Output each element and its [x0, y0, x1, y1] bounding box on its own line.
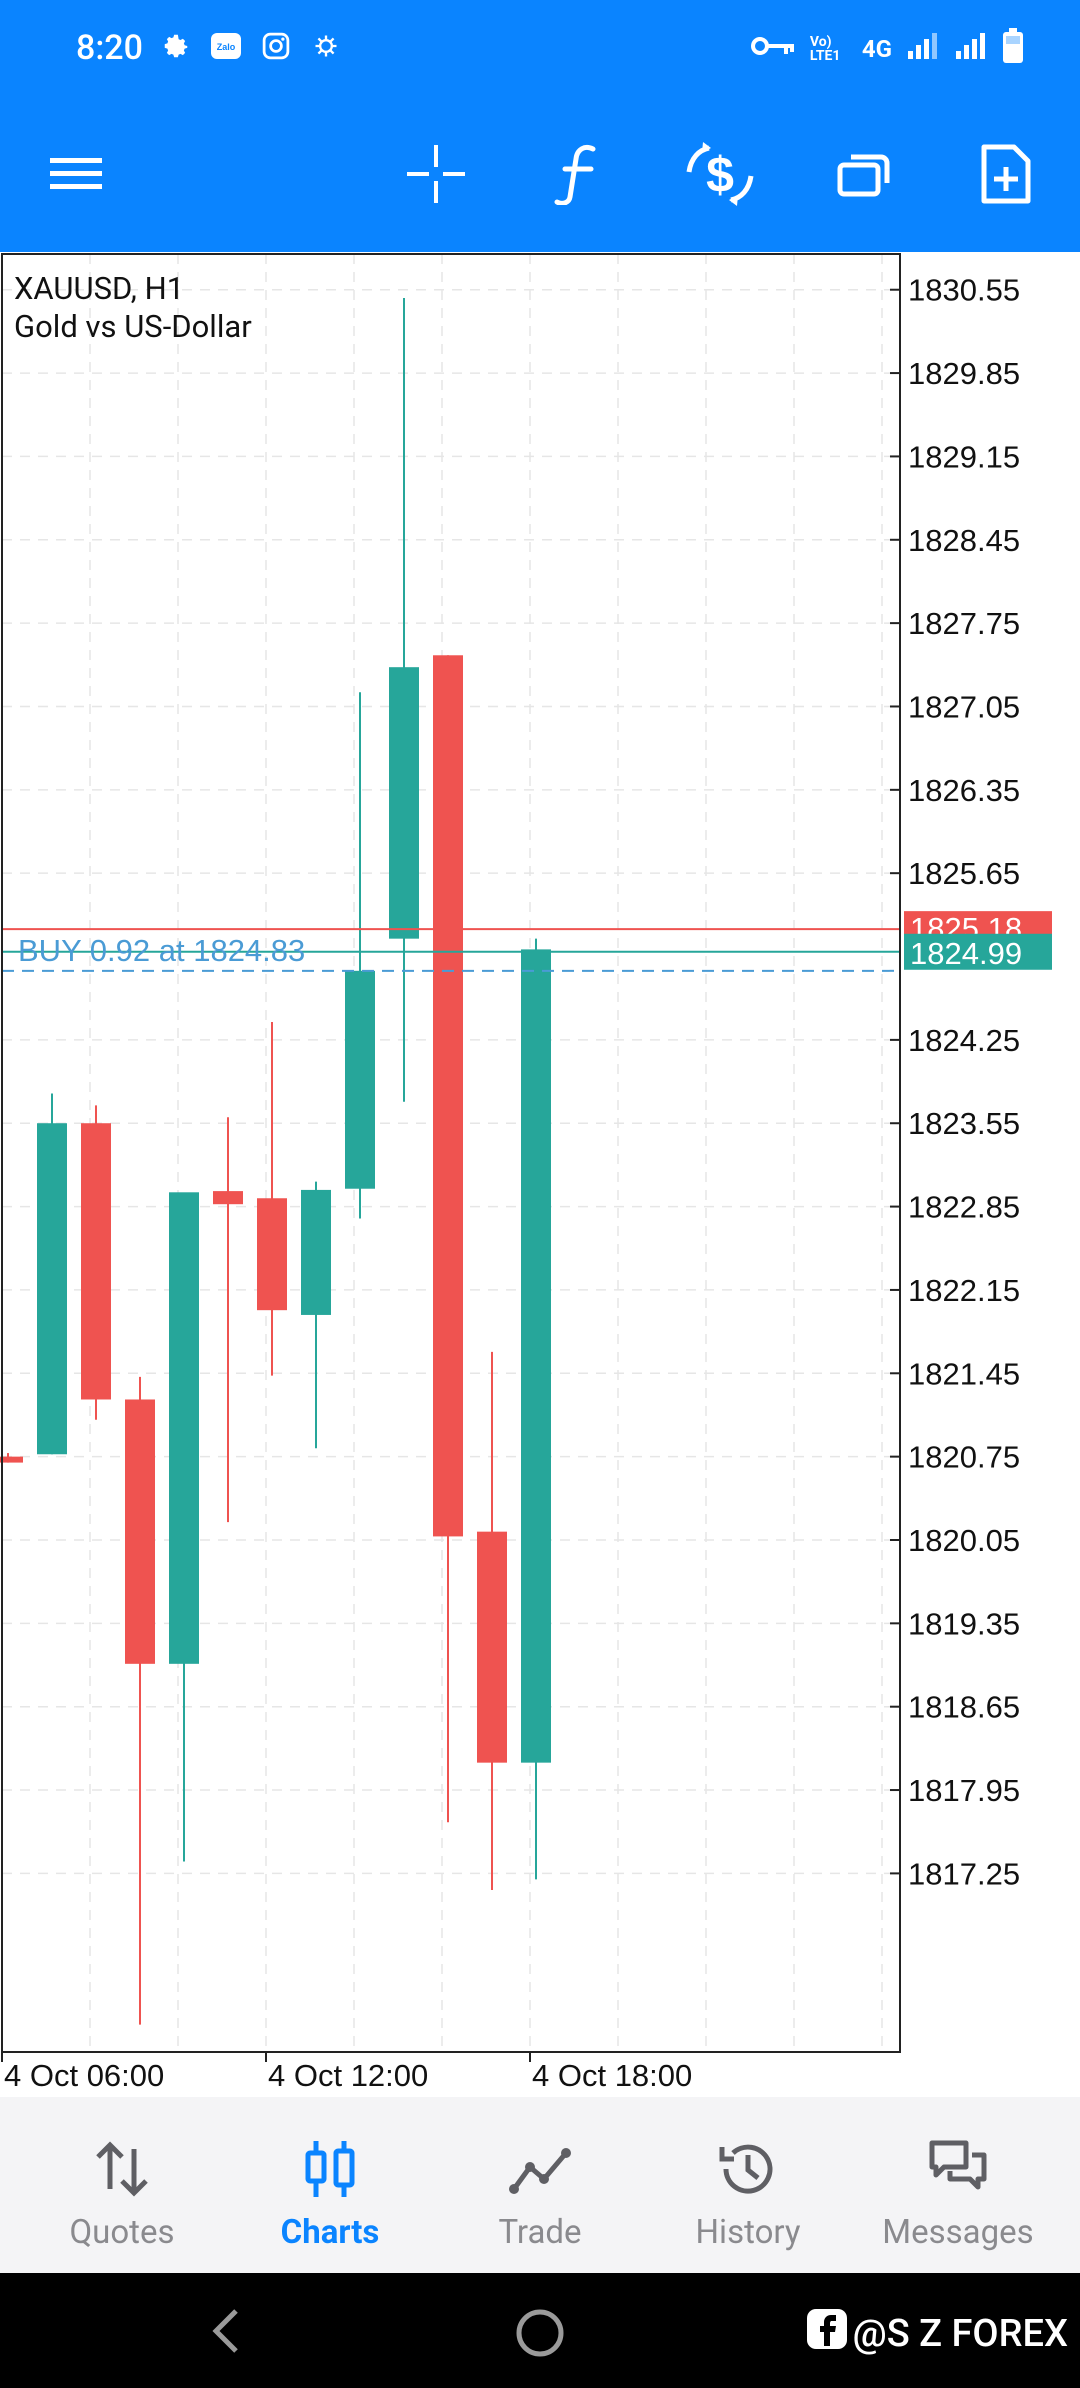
y-tick-label: 1826.35 — [908, 773, 1020, 808]
candle-body — [37, 1123, 67, 1455]
status-bar: 8:20 Zalo Vo) LTE1 4G — [0, 0, 1080, 100]
candle-body — [433, 655, 463, 1537]
nav-messages[interactable]: Messages — [850, 2097, 1066, 2273]
candle-body — [389, 667, 419, 939]
volte-label: Vo) LTE1 — [809, 34, 841, 64]
y-tick-label: 1817.95 — [908, 1773, 1020, 1808]
system-navigation-bar: @S Z FOREX — [0, 2273, 1080, 2388]
new-order-icon: $ — [685, 142, 755, 210]
battery-icon — [1002, 28, 1024, 70]
chart-symbol-description: Gold vs US-Dollar — [14, 308, 252, 345]
candle-body — [169, 1192, 199, 1664]
candle-body — [0, 1456, 23, 1463]
y-tick-label: 1830.55 — [908, 273, 1020, 308]
watermark: @S Z FOREX — [806, 2309, 1068, 2359]
price-chart[interactable]: 1830.55 1829.85 1829.15 1828.45 1827.75 1827.… — [0, 252, 1080, 2097]
home-icon[interactable] — [514, 2307, 566, 2363]
status-notification-icons: Zalo — [160, 30, 342, 62]
crosshair-button[interactable] — [396, 136, 476, 216]
status-time: 8:20 — [76, 28, 143, 68]
y-tick-label: 1823.55 — [908, 1106, 1020, 1141]
x-tick-label: 4 Oct 18:00 — [532, 2058, 692, 2093]
menu-icon — [50, 154, 102, 198]
chart-symbol: XAUUSD, H1 — [14, 270, 185, 307]
candle-body — [301, 1189, 331, 1315]
y-tick-label: 1827.75 — [908, 606, 1020, 641]
nav-charts-label: Charts — [280, 2213, 380, 2252]
key-icon — [750, 34, 796, 64]
status-system-icons: Vo) LTE1 4G — [750, 28, 1024, 70]
candle-body — [125, 1399, 155, 1664]
candle-body — [257, 1198, 287, 1311]
chart-toolbar: $ — [0, 100, 1080, 252]
windows-button[interactable] — [824, 136, 904, 216]
y-tick-label: 1820.05 — [908, 1523, 1020, 1558]
candle-body — [345, 970, 375, 1189]
nav-trade-label: Trade — [498, 2213, 582, 2252]
nav-messages-label: Messages — [882, 2213, 1034, 2252]
template-button[interactable] — [966, 136, 1046, 216]
candle-body — [521, 949, 551, 1763]
history-icon — [719, 2144, 773, 2194]
buy-order-label: BUY 0.92 at 1824.83 — [18, 933, 305, 968]
x-tick-label: 4 Oct 12:00 — [268, 2058, 428, 2093]
signal-icon-2 — [954, 31, 988, 67]
y-tick-label: 1820.75 — [908, 1440, 1020, 1475]
indicators-button[interactable] — [536, 136, 616, 216]
y-tick-label: 1829.15 — [908, 439, 1020, 474]
gear-icon — [160, 30, 192, 62]
candle-body — [213, 1191, 243, 1205]
bid-price-label: 1824.99 — [910, 936, 1022, 971]
nav-quotes[interactable]: Quotes — [14, 2097, 230, 2273]
bug-icon — [310, 30, 342, 62]
y-tick-label: 1828.45 — [908, 523, 1020, 558]
zalo-icon: Zalo — [210, 30, 242, 62]
x-tick-label: 4 Oct 06:00 — [4, 2058, 164, 2093]
y-tick-label: 1824.25 — [908, 1023, 1020, 1058]
crosshair-icon — [407, 145, 465, 207]
y-tick-label: 1821.45 — [908, 1356, 1020, 1391]
indicator-f-icon — [553, 143, 599, 209]
y-tick-label: 1817.25 — [908, 1856, 1020, 1891]
svg-text:$: $ — [706, 147, 734, 203]
trade-icon — [509, 2148, 571, 2194]
new-order-button[interactable]: $ — [680, 136, 760, 216]
nav-quotes-label: Quotes — [69, 2213, 175, 2252]
messages-icon — [929, 2140, 987, 2190]
watermark-text: @S Z FOREX — [852, 2312, 1068, 2356]
candlestick-chart[interactable]: 1830.55 1829.85 1829.15 1828.45 1827.75 1827.… — [0, 252, 1080, 2097]
quotes-icon — [96, 2141, 148, 2197]
bid-price-badge — [904, 933, 1052, 970]
svg-text:Zalo: Zalo — [217, 42, 236, 52]
y-tick-label: 1822.15 — [908, 1273, 1020, 1308]
y-tick-label: 1827.05 — [908, 689, 1020, 724]
facebook-icon — [806, 2309, 847, 2359]
menu-button[interactable] — [36, 136, 116, 216]
instagram-icon — [260, 30, 292, 62]
candle-body — [477, 1531, 507, 1763]
plot-border — [1, 253, 901, 2053]
back-icon[interactable] — [208, 2307, 244, 2359]
y-tick-label: 1818.65 — [908, 1690, 1020, 1725]
network-label: 4G — [861, 35, 892, 63]
charts-icon — [305, 2141, 355, 2197]
nav-history[interactable]: History — [640, 2097, 856, 2273]
signal-icon — [906, 31, 940, 67]
y-tick-label: 1822.85 — [908, 1190, 1020, 1225]
bottom-navigation: Quotes Charts Trade History Messages — [0, 2097, 1080, 2273]
nav-charts[interactable]: Charts — [222, 2097, 438, 2273]
candle-body — [81, 1123, 111, 1400]
y-tick-label: 1825.65 — [908, 856, 1020, 891]
y-tick-label: 1829.85 — [908, 356, 1020, 391]
windows-icon — [837, 151, 891, 201]
y-tick-label: 1819.35 — [908, 1606, 1020, 1641]
nav-trade[interactable]: Trade — [432, 2097, 648, 2273]
template-icon — [980, 143, 1032, 209]
nav-history-label: History — [695, 2213, 801, 2252]
